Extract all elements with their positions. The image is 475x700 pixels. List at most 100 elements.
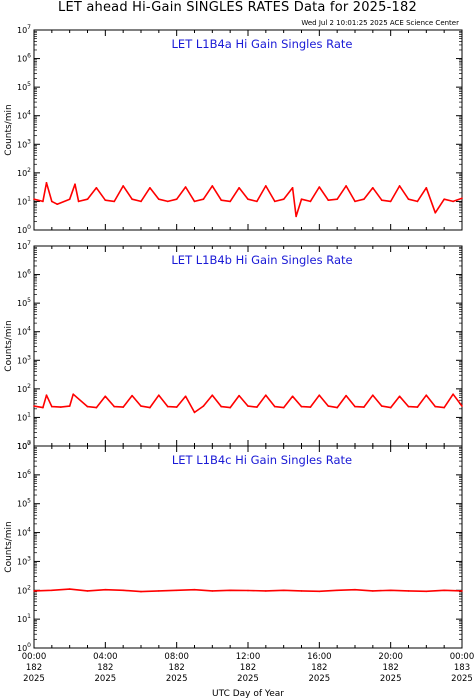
data-point: [309, 406, 312, 408]
y-tick-label: 100: [17, 642, 31, 653]
y-tick-label: 101: [17, 195, 31, 206]
data-point: [265, 185, 267, 187]
data-point: [273, 405, 276, 408]
data-point: [95, 186, 98, 189]
data-point: [336, 589, 338, 592]
x-tick-day: 182: [97, 663, 113, 673]
x-tick-year: 2025: [309, 674, 331, 684]
data-point: [345, 185, 347, 187]
data-point: [282, 198, 285, 200]
data-point: [354, 200, 356, 203]
data-point: [398, 395, 401, 398]
data-point: [443, 406, 445, 409]
data-point: [443, 198, 445, 200]
series-line: [33, 182, 463, 218]
y-tick-label: 103: [17, 354, 31, 365]
data-point: [158, 394, 160, 396]
data-point: [300, 198, 303, 200]
data-point: [104, 588, 107, 591]
x-tick-day: 182: [383, 663, 399, 673]
x-tick-time: 00:00: [450, 652, 475, 662]
x-tick-day: 183: [454, 663, 470, 673]
data-point: [184, 395, 187, 398]
data-point: [425, 590, 428, 593]
data-point: [149, 186, 151, 189]
data-point: [131, 394, 133, 397]
data-point: [247, 589, 249, 592]
data-point: [211, 590, 214, 592]
data-point: [461, 590, 463, 592]
data-point: [59, 406, 62, 408]
data-point: [389, 200, 392, 203]
data-point: [42, 200, 44, 203]
data-point: [461, 405, 463, 407]
data-point: [461, 197, 463, 199]
data-point: [72, 393, 75, 396]
y-tick-label: 100: [17, 440, 31, 451]
y-tick-label: 101: [17, 613, 31, 624]
data-point: [122, 406, 124, 408]
y-tick-label: 103: [17, 138, 31, 149]
data-point: [247, 405, 249, 407]
x-tick-time: 00:00: [22, 652, 47, 662]
data-point: [33, 198, 35, 200]
data-point: [211, 185, 214, 187]
data-point: [309, 200, 312, 203]
x-tick-year: 2025: [380, 674, 402, 684]
data-point: [256, 406, 258, 408]
series-line: [33, 393, 463, 414]
data-point: [327, 405, 330, 407]
data-point: [140, 590, 142, 593]
data-point: [452, 393, 454, 396]
data-point: [363, 406, 365, 408]
data-point: [158, 590, 160, 592]
data-point: [282, 589, 285, 592]
y-tick-label: 102: [17, 167, 31, 178]
y-tick-label: 104: [17, 527, 31, 538]
data-point: [318, 590, 321, 593]
data-point: [68, 588, 71, 590]
data-point: [51, 405, 53, 408]
data-point: [122, 589, 124, 592]
data-point: [68, 405, 71, 407]
data-point: [336, 198, 338, 200]
data-point: [202, 198, 205, 200]
data-point: [407, 198, 410, 200]
data-point: [291, 186, 294, 189]
data-point: [416, 200, 419, 203]
data-point: [327, 199, 330, 202]
data-point: [86, 198, 89, 200]
data-point: [104, 199, 107, 202]
x-tick-time: 12:00: [236, 652, 261, 662]
data-point: [140, 200, 142, 203]
y-tick-label: 107: [17, 440, 31, 451]
panel-1: 100 101 102 103 104 105 106 107 Counts/min LET L1…: [4, 24, 463, 235]
data-point: [211, 394, 214, 396]
data-point: [51, 589, 53, 592]
data-point: [318, 186, 321, 188]
panel-frame: [33, 445, 463, 649]
data-point: [425, 186, 428, 189]
y-tick-label: 101: [17, 411, 31, 422]
y-tick-label: 102: [17, 584, 31, 595]
panel-frame: [33, 245, 463, 447]
panel-title: LET L1B4b Hi Gain Singles Rate: [171, 253, 352, 267]
data-point: [372, 590, 374, 592]
data-point: [363, 198, 365, 200]
x-tick-day: 182: [26, 663, 42, 673]
data-point: [166, 405, 169, 408]
y-axis-label: Counts/min: [4, 104, 14, 155]
data-point: [372, 186, 374, 189]
data-point: [300, 590, 303, 592]
x-axis-label: UTC Day of Year: [212, 689, 284, 699]
data-point: [354, 588, 356, 591]
y-tick-label: 105: [17, 498, 31, 509]
data-point: [68, 198, 71, 200]
data-point: [220, 405, 223, 408]
data-point: [247, 198, 249, 200]
data-point: [238, 394, 240, 397]
